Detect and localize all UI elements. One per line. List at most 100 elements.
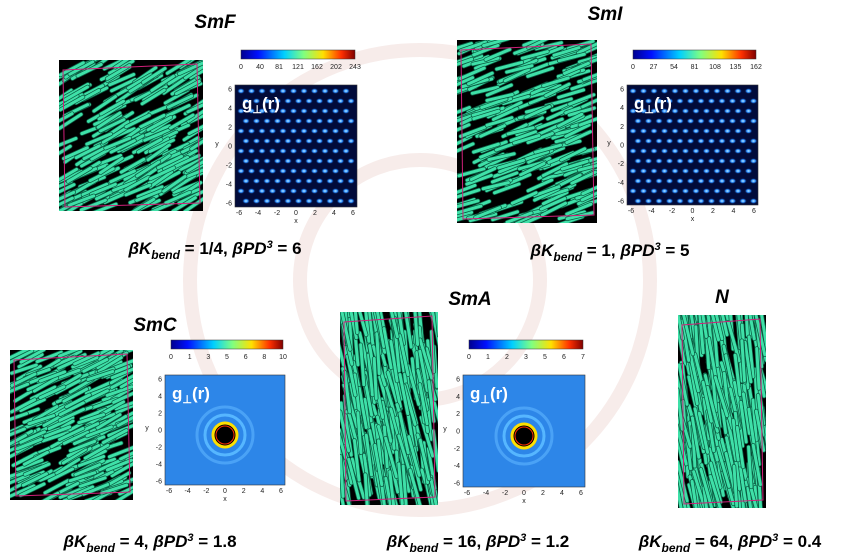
peak [650,168,658,174]
caption-pd: βPD [619,241,654,260]
peak [745,108,753,114]
peak [274,118,282,124]
peak [655,118,663,124]
peak [650,128,658,134]
peak [703,188,711,194]
plot-label-sub: ⊥ [252,104,262,116]
peak [682,168,690,174]
peak [290,128,298,134]
peak [279,88,287,94]
phase-label: SmA [448,289,491,310]
peak [713,188,721,194]
colorbar-tick-label: 0 [169,354,173,361]
peak [347,118,355,124]
colorbar-tick-label: 243 [349,64,361,71]
peak [692,88,700,94]
peak [311,108,319,114]
peak [676,198,684,204]
peak [300,108,308,114]
peak [300,88,308,94]
peak [274,178,282,184]
caption-k: βK [62,532,88,551]
peak [708,178,716,184]
y-tick-label: -4 [454,463,460,470]
peak [634,138,642,144]
peak [734,188,742,194]
rod [374,358,376,398]
peak [629,148,637,154]
peak [342,168,350,174]
peak [258,128,266,134]
peak [321,148,329,154]
peak [242,198,250,204]
peak [666,118,674,124]
y-axis-label: y [145,425,149,432]
y-tick-label: 2 [620,124,624,131]
caption-k: βK [638,532,664,551]
peak [739,118,747,124]
x-tick-label: -4 [648,208,654,215]
plot-label-sub: ⊥ [480,394,490,406]
y-tick-label: -2 [618,161,624,168]
peak [316,98,324,104]
peak [703,108,711,114]
peak [332,168,340,174]
peak [734,88,742,94]
plot-label-g: g [634,94,644,113]
caption-k: βK [530,241,556,260]
peak [274,158,282,164]
x-tick-label: 2 [541,490,545,497]
peak [708,118,716,124]
peak [687,98,695,104]
peak [342,108,350,114]
peak [316,118,324,124]
y-axis-label: y [607,140,611,147]
peak [666,198,674,204]
peak [697,118,705,124]
peak [237,188,245,194]
caption-k-value: = 64, [690,532,738,551]
panel: SmAg⊥(r)-6-6-4-4-2-200224466xy0123567βKb… [334,289,585,555]
peak [650,148,658,154]
peak [682,88,690,94]
caption-bend: bend [151,248,180,262]
peak [750,198,758,204]
peak [655,198,663,204]
y-tick-label: 2 [228,125,232,132]
peak [269,188,277,194]
plot-label-r: (r) [262,94,280,113]
peak [305,158,313,164]
peak [321,88,329,94]
peak [708,158,716,164]
colorbar-tick-label: 162 [750,64,762,71]
peak [284,178,292,184]
plot-label-g: g [470,384,480,403]
peak [671,168,679,174]
colorbar-tick-label: 1 [188,354,192,361]
peak [718,198,726,204]
peak [676,178,684,184]
peak [326,118,334,124]
peak [734,128,742,134]
peak [645,178,653,184]
x-tick-label: -4 [185,488,191,495]
x-tick-label: 0 [522,490,526,497]
colorbar-tick-label: 0 [239,64,243,71]
peak [279,148,287,154]
peak [290,148,298,154]
peak [347,198,355,204]
peak [682,148,690,154]
peak [300,188,308,194]
peak [718,158,726,164]
peak [253,138,261,144]
peak [687,118,695,124]
peak [692,188,700,194]
x-tick-label: 2 [242,488,246,495]
peak [703,128,711,134]
y-tick-label: -6 [454,481,460,488]
peak [263,118,271,124]
peak [724,188,732,194]
peak [279,168,287,174]
peak [687,198,695,204]
peak [729,178,737,184]
